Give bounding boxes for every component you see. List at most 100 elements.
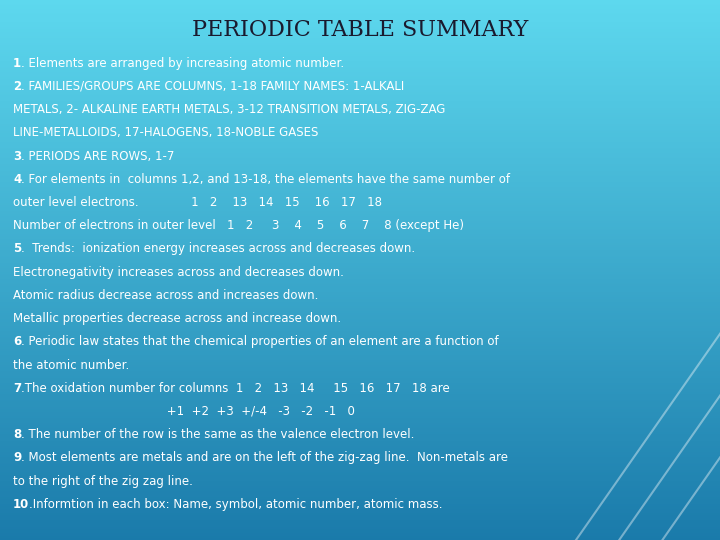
Bar [0, 200, 720, 201]
Bar [0, 247, 720, 248]
Bar [0, 221, 720, 223]
Bar [0, 329, 720, 331]
Text: .Informtion in each box: Name, symbol, atomic number, atomic mass.: .Informtion in each box: Name, symbol, a… [30, 498, 443, 511]
Bar [0, 394, 720, 396]
Bar [0, 228, 720, 231]
Bar [0, 25, 720, 27]
Bar [0, 209, 720, 211]
Bar [0, 409, 720, 410]
Bar [0, 513, 720, 515]
Bar [0, 96, 720, 97]
Bar [0, 42, 720, 43]
Bar [0, 232, 720, 234]
Bar [0, 515, 720, 517]
Bar [0, 201, 720, 204]
Bar [0, 150, 720, 151]
Bar [0, 443, 720, 444]
Bar [0, 351, 720, 353]
Text: 2: 2 [13, 80, 21, 93]
Bar [0, 196, 720, 198]
Bar [0, 501, 720, 502]
Bar [0, 362, 720, 363]
Text: 6: 6 [13, 335, 21, 348]
Bar [0, 490, 720, 491]
Bar [0, 151, 720, 153]
Bar [0, 421, 720, 423]
Bar [0, 130, 720, 131]
Bar [0, 128, 720, 130]
Bar [0, 238, 720, 239]
Bar [0, 434, 720, 436]
Bar [0, 58, 720, 59]
Bar [0, 45, 720, 47]
Bar [0, 205, 720, 207]
Bar [0, 441, 720, 443]
Bar [0, 282, 720, 285]
Bar [0, 502, 720, 504]
Bar [0, 342, 720, 344]
Bar [0, 477, 720, 479]
Bar [0, 400, 720, 401]
Bar [0, 139, 720, 140]
Bar [0, 416, 720, 417]
Bar [0, 517, 720, 518]
Bar [0, 455, 720, 457]
Text: 5: 5 [13, 242, 21, 255]
Bar [0, 439, 720, 441]
Bar [0, 340, 720, 342]
Bar [0, 99, 720, 101]
Text: Metallic properties decrease across and increase down.: Metallic properties decrease across and … [13, 312, 341, 325]
Bar [0, 448, 720, 450]
Bar [0, 207, 720, 209]
Bar [0, 508, 720, 509]
Bar [0, 420, 720, 421]
Bar [0, 83, 720, 85]
Bar [0, 147, 720, 150]
Bar [0, 315, 720, 317]
Bar [0, 428, 720, 430]
Bar [0, 31, 720, 32]
Bar [0, 173, 720, 174]
Bar [0, 212, 720, 214]
Bar [0, 309, 720, 312]
Bar [0, 495, 720, 497]
Bar [0, 85, 720, 86]
Bar [0, 191, 720, 193]
Bar [0, 491, 720, 493]
Bar [0, 223, 720, 225]
Text: Electronegativity increases across and decreases down.: Electronegativity increases across and d… [13, 266, 344, 279]
Bar [0, 18, 720, 20]
Bar [0, 144, 720, 146]
Bar [0, 459, 720, 461]
Bar [0, 133, 720, 135]
Bar [0, 142, 720, 144]
Text: . Most elements are metals and are on the left of the zig-zag line.  Non-metals : . Most elements are metals and are on th… [21, 451, 508, 464]
Bar [0, 308, 720, 309]
Text: . The number of the row is the same as the valence electron level.: . The number of the row is the same as t… [21, 428, 415, 441]
Text: 7: 7 [13, 382, 21, 395]
Bar [0, 255, 720, 258]
Bar [0, 160, 720, 162]
Bar [0, 79, 720, 81]
Bar [0, 153, 720, 155]
Bar [0, 484, 720, 486]
Bar [0, 531, 720, 533]
Bar [0, 466, 720, 468]
Bar [0, 452, 720, 454]
Text: Number of electrons in outer level   1   2     3    4    5    6    7    8 (excep: Number of electrons in outer level 1 2 3… [13, 219, 464, 232]
Bar [0, 367, 720, 369]
Bar [0, 32, 720, 34]
Bar [0, 295, 720, 297]
Bar [0, 216, 720, 218]
Bar [0, 317, 720, 319]
Bar [0, 358, 720, 360]
Bar [0, 124, 720, 126]
Bar [0, 425, 720, 427]
Bar [0, 353, 720, 355]
Bar [0, 373, 720, 374]
Bar [0, 135, 720, 137]
Bar [0, 184, 720, 185]
Bar [0, 322, 720, 324]
Bar [0, 349, 720, 351]
Bar [0, 423, 720, 425]
